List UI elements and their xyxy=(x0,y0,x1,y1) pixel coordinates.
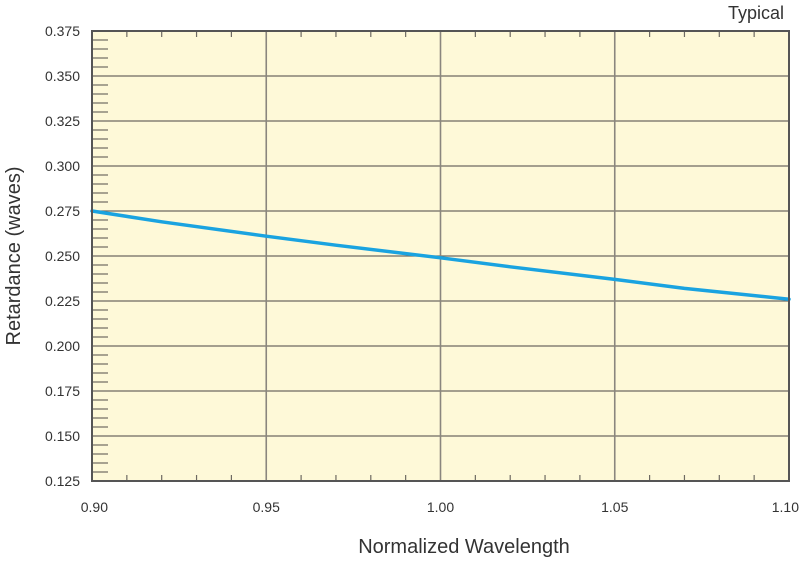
plot-frame xyxy=(91,30,790,482)
y-axis-tick-labels: 0.375 0.350 0.325 0.300 0.275 0.250 0.225 0.200… xyxy=(45,23,80,489)
y-tick-label: 0.325 xyxy=(45,113,80,129)
x-tick-label: 0.95 xyxy=(253,499,280,515)
retardance-curve xyxy=(90,209,791,301)
y-tick-label: 0.125 xyxy=(45,473,80,489)
grid-lines xyxy=(92,31,789,481)
y-tick-label: 0.150 xyxy=(45,428,80,444)
x-tick-label: 1.10 xyxy=(772,499,799,515)
y-tick-label: 0.300 xyxy=(45,158,80,174)
y-tick-label: 0.225 xyxy=(45,293,80,309)
y-tick-label: 0.275 xyxy=(45,203,80,219)
x-axis-tick-labels: 0.90 0.95 1.00 1.05 1.10 xyxy=(81,499,799,515)
x-tick-label: 0.90 xyxy=(81,499,108,515)
y-axis-title: Retardance (waves) xyxy=(3,167,25,346)
y-tick-label: 0.350 xyxy=(45,68,80,84)
y-tick-label: 0.175 xyxy=(45,383,80,399)
y-tick-label: 0.375 xyxy=(45,23,80,39)
x-axis-title: Normalized Wavelength xyxy=(358,536,570,558)
y-tick-label: 0.250 xyxy=(45,248,80,264)
x-tick-label: 1.00 xyxy=(427,499,454,515)
typical-annotation: Typical xyxy=(728,3,784,23)
x-tick-label: 1.05 xyxy=(601,499,628,515)
y-tick-label: 0.200 xyxy=(45,338,80,354)
